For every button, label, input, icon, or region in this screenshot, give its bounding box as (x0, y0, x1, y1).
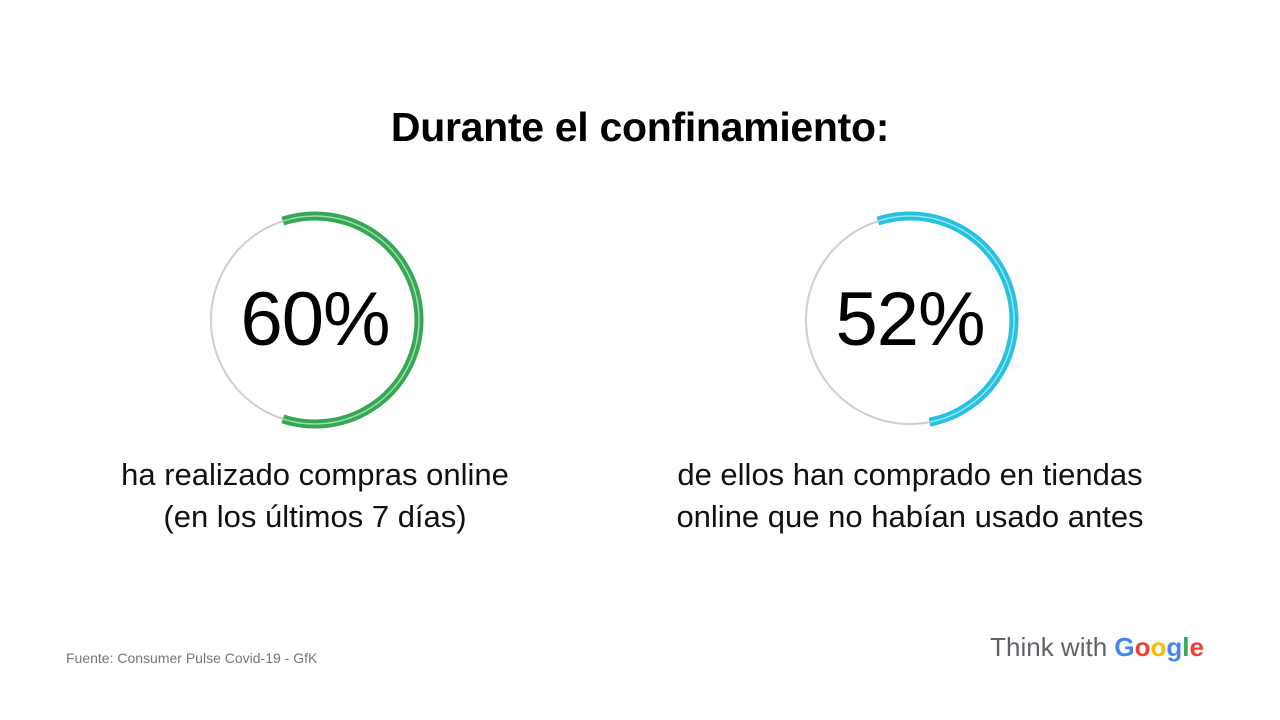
caption-line: de ellos han comprado en tiendas (677, 457, 1143, 492)
caption-line: online que no habían usado antes (676, 499, 1144, 534)
gauge-arc-highlight (282, 215, 420, 425)
brand-prefix: Think with (990, 632, 1115, 662)
gauge-chart-new-stores (805, 211, 1019, 427)
caption-line: ha realizado compras online (121, 457, 509, 492)
brand-letter: o (1150, 632, 1167, 662)
brand-letter: o (1134, 632, 1151, 662)
stat-caption: de ellos han comprado en tiendas online … (600, 454, 1220, 538)
stat-new-stores: 52% de ellos han comprado en tiendas onl… (600, 200, 1220, 538)
gauge-value-label: 60% (240, 277, 390, 362)
brand-word: Google (1114, 632, 1204, 662)
brand-letter: e (1189, 632, 1204, 662)
page-title: Durante el confinamiento: (390, 104, 890, 150)
stat-caption: ha realizado compras online (en los últi… (5, 454, 625, 538)
brand-letter: l (1182, 632, 1190, 662)
gauge-online-purchases: 60% (195, 200, 435, 440)
gauge-value-label: 52% (835, 277, 985, 362)
brand-letter: g (1166, 632, 1183, 662)
source-note: Fuente: Consumer Pulse Covid-19 - GfK (66, 650, 318, 666)
stat-online-purchases: 60% ha realizado compras online (en los … (5, 200, 625, 538)
gauge-arc-highlight (877, 215, 1015, 423)
gauge-new-stores: 52% (790, 200, 1030, 440)
brand-letter: G (1114, 632, 1135, 662)
gauge-chart-online-purchases (210, 211, 424, 429)
think-with-google-logo: Think with Google (990, 632, 1204, 663)
caption-line: (en los últimos 7 días) (163, 499, 467, 534)
